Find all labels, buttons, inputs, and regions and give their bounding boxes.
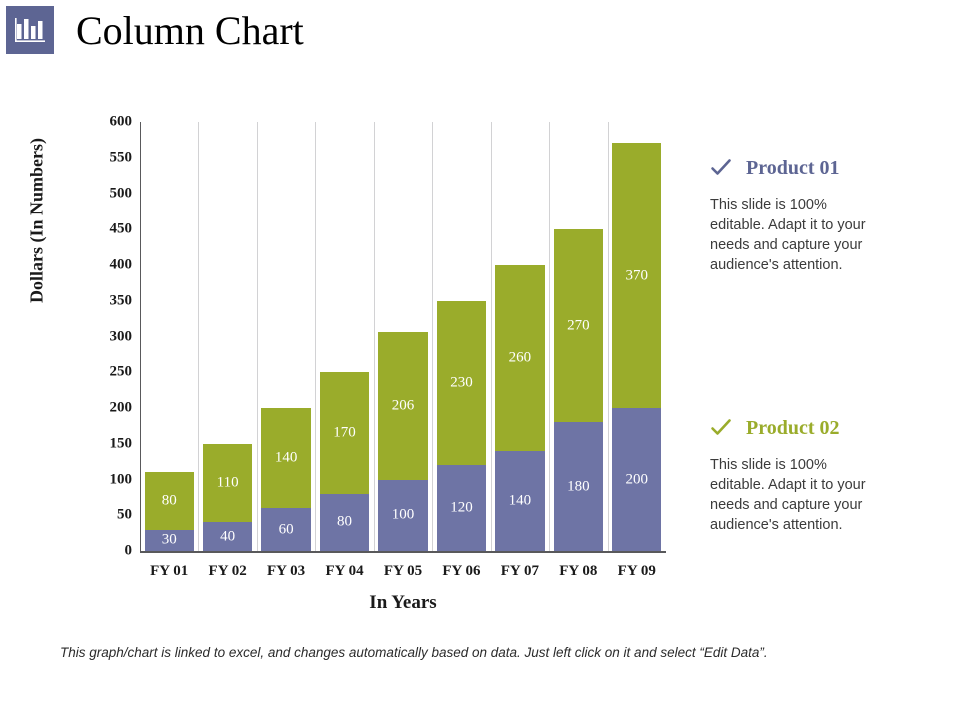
x-axis-tick: FY 01 — [150, 563, 189, 579]
gridline — [549, 122, 550, 551]
x-axis-tick: FY 05 — [383, 563, 423, 579]
footer-note: This graph/chart is linked to excel, and… — [60, 645, 768, 660]
bar-segment[interactable]: 140 — [261, 408, 311, 509]
bar-value-label: 170 — [333, 424, 356, 441]
bar-segment[interactable]: 80 — [144, 472, 194, 530]
bar-segment[interactable]: 170 — [319, 372, 370, 494]
bar-group[interactable]: 140 260 — [495, 265, 545, 551]
gridline — [198, 122, 199, 551]
y-axis-tick: 600 — [109, 113, 133, 130]
x-axis-tick: FY 06 — [442, 563, 481, 579]
bar-segment[interactable]: 270 — [553, 229, 603, 423]
bar-value-label: 80 — [161, 492, 177, 509]
bar-value-label: 80 — [337, 513, 353, 530]
bar-segment[interactable]: 230 — [436, 300, 487, 466]
bar-segment[interactable]: 60 — [261, 508, 311, 551]
bar-group[interactable]: 200 370 — [612, 143, 662, 551]
bar-group[interactable]: 100 206 — [378, 332, 428, 551]
bar-segment[interactable]: 180 — [553, 422, 603, 551]
bar-value-label: 30 — [161, 531, 177, 548]
gridline — [608, 122, 609, 551]
x-axis-tick: FY 03 — [266, 563, 306, 579]
y-axis-tick: 200 — [109, 399, 133, 416]
y-axis-tick: 100 — [109, 471, 133, 487]
bar-segment[interactable]: 30 — [144, 529, 194, 551]
bar-value-label: 100 — [391, 506, 415, 523]
gridline — [491, 122, 492, 551]
y-axis-tick: 450 — [109, 220, 133, 237]
product-02-heading: Product 02 — [710, 415, 960, 441]
bar-segment[interactable]: 206 — [378, 332, 428, 480]
product-02-title: Product 02 — [746, 416, 840, 439]
x-axis-tick: FY 09 — [617, 563, 656, 579]
y-axis-tick: 50 — [117, 506, 132, 523]
gridline — [374, 122, 375, 551]
bar-segment[interactable]: 120 — [436, 465, 487, 551]
x-axis-tick: FY 02 — [208, 563, 247, 579]
bar-value-label: 200 — [625, 471, 649, 487]
product-01-description: This slide is 100% editable. Adapt it to… — [710, 197, 866, 273]
bar-value-label: 40 — [220, 528, 236, 545]
bar-segment[interactable]: 80 — [319, 493, 370, 551]
y-axis-tick: 350 — [109, 292, 133, 309]
column-chart[interactable]: Dollars (In Numbers) 600 550 500 450 400 350 3… — [0, 0, 700, 640]
product-02-description: This slide is 100% editable. Adapt it to… — [710, 457, 866, 533]
y-axis-tick: 150 — [109, 435, 133, 452]
product-01-heading: Product 01 — [710, 155, 960, 181]
page-title: Column Chart — [76, 8, 304, 53]
bar-value-label: 110 — [216, 474, 239, 491]
x-axis-tick: FY 08 — [559, 563, 598, 579]
bar-chart-icon — [6, 6, 54, 54]
bar-segment[interactable]: 140 — [495, 450, 545, 551]
y-axis-tick: 400 — [109, 256, 133, 273]
bar-segment[interactable]: 100 — [378, 479, 428, 551]
bar-value-label: 120 — [450, 499, 473, 516]
bar-value-label: 206 — [391, 397, 415, 414]
bar-value-label: 140 — [508, 492, 532, 509]
bar-value-label: 180 — [567, 478, 590, 495]
bar-segment[interactable]: 200 — [612, 408, 662, 551]
bar-value-label: 270 — [567, 317, 590, 334]
bar-value-label: 60 — [278, 521, 294, 538]
bar-value-label: 140 — [274, 449, 298, 466]
y-axis-tick: 500 — [109, 185, 133, 201]
y-axis-tick: 300 — [109, 328, 133, 344]
gridline — [432, 122, 433, 551]
plot-area[interactable]: 30 80 40 110 60 140 80 170 100 206 120 230 140 260 180… — [140, 122, 666, 553]
bar-segment[interactable]: 110 — [202, 443, 253, 523]
gridline — [257, 122, 258, 551]
x-axis-line — [140, 551, 666, 553]
check-icon — [710, 157, 732, 179]
product-01-title: Product 01 — [746, 156, 840, 179]
bar-group[interactable]: 120 230 — [436, 300, 487, 551]
bar-group[interactable]: 60 140 — [261, 408, 311, 551]
y-axis-tick-labels: 600 550 500 450 400 350 300 250 200 150 100 50 0 — [80, 113, 133, 559]
bar-value-label: 370 — [625, 267, 649, 284]
gridline — [315, 122, 316, 551]
bar-group[interactable]: 180 270 — [553, 229, 603, 551]
y-axis-tick: 0 — [124, 542, 133, 559]
legend-item-product-01[interactable]: Product 01 This slide is 100% editable. … — [710, 155, 960, 275]
y-axis-line — [140, 122, 141, 551]
y-axis-tick: 250 — [109, 363, 133, 380]
bar-value-label: 230 — [450, 374, 473, 391]
check-icon — [710, 417, 732, 439]
bar-segment[interactable]: 260 — [495, 265, 545, 451]
x-axis-tick-labels: FY 01 FY 02 FY 03 FY 04 FY 05 FY 06 FY 07 FY 08… — [140, 563, 666, 585]
x-axis-tick: FY 04 — [325, 563, 364, 579]
bar-group[interactable]: 40 110 — [202, 443, 253, 551]
bar-group[interactable]: 30 80 — [144, 472, 194, 551]
legend-item-product-02[interactable]: Product 02 This slide is 100% editable. … — [710, 415, 960, 535]
x-axis-tick: FY 07 — [500, 563, 539, 579]
x-axis-title: In Years — [369, 592, 437, 613]
bar-segment[interactable]: 370 — [612, 143, 662, 408]
bar-value-label: 260 — [508, 349, 532, 366]
slide-header: Column Chart — [0, 0, 960, 68]
bar-segment[interactable]: 40 — [202, 522, 253, 551]
bar-group[interactable]: 80 170 — [319, 372, 370, 551]
y-axis-tick: 550 — [109, 149, 133, 166]
y-axis-title: Dollars (In Numbers) — [26, 138, 47, 303]
